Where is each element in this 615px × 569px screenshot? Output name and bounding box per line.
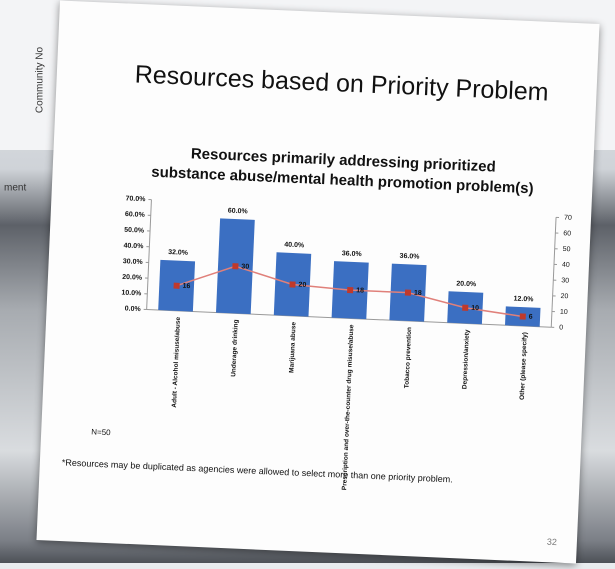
line-marker [174,283,180,289]
bar-value-label: 20.0% [456,280,477,288]
y-tick-label: 0.0% [125,305,142,313]
line-marker [462,305,468,311]
y2-axis [551,217,556,327]
bar-value-label: 60.0% [228,208,249,216]
x-tick-label: Depression/anxiety [461,329,471,389]
slide: Resources based on Priority Problem Reso… [36,0,599,563]
y-tick-label: 60.0% [125,211,146,219]
y2-tick-label: 50 [563,246,571,253]
x-tick-label: Marijuana abuse [288,321,297,373]
line-marker [232,263,238,269]
bar-value-label: 12.0% [513,296,534,304]
y2-tick-label: 10 [560,309,568,316]
y2-tick-label: 20 [560,293,568,300]
page: {"background_text": ["Community No", "me… [0,0,615,563]
line-value-label: 20 [298,282,306,289]
line-value-label: 6 [529,314,533,321]
y-tick-label: 50.0% [124,227,145,235]
line-marker [289,281,295,287]
line-marker [347,287,353,293]
bar-value-label: 40.0% [284,241,305,249]
slide-title: Resources based on Priority Problem [134,60,549,106]
line-value-label: 16 [182,283,190,290]
chart-title: Resources primarily addressing prioritiz… [151,144,535,198]
bar-value-label: 36.0% [399,253,420,261]
line-value-label: 18 [356,287,364,294]
y2-tick-label: 70 [564,215,572,222]
line-value-label: 18 [414,290,422,297]
line-value-label: 10 [471,305,479,312]
x-tick-label: Adult - Alcohol misuse/abuse [171,316,182,407]
y2-tick-label: 40 [562,262,570,269]
chart: Resources based on Priority Problem Reso… [36,0,599,563]
line-marker [520,313,526,319]
line-value-label: 30 [241,263,249,270]
y-axis [147,200,152,310]
background-text: ment [4,183,26,194]
x-tick-label: Underage drinking [230,319,239,377]
bar-value-label: 36.0% [342,250,363,258]
y-tick-label: 30.0% [123,258,144,266]
x-tick-label: Prescription and over-the-counter drug m… [341,324,355,490]
x-tick-label: Tobacco prevention [404,327,414,389]
y2-tick-label: 60 [563,230,571,237]
bar-value-label: 32.0% [168,249,189,257]
page-number: 32 [547,537,557,547]
y2-tick-label: 30 [561,277,569,284]
y2-tick-label: 0 [559,324,563,331]
footnote: *Resources may be duplicated as agencies… [62,457,453,484]
y-tick-label: 10.0% [121,290,142,298]
sample-note: N=50 [91,427,111,437]
y-tick-label: 40.0% [123,242,144,250]
background-text: Community No [35,47,46,114]
y-tick-label: 70.0% [125,195,146,203]
y-tick-label: 20.0% [122,274,143,282]
line-marker [405,290,411,296]
x-tick-label: Other (please specify) [519,332,529,400]
